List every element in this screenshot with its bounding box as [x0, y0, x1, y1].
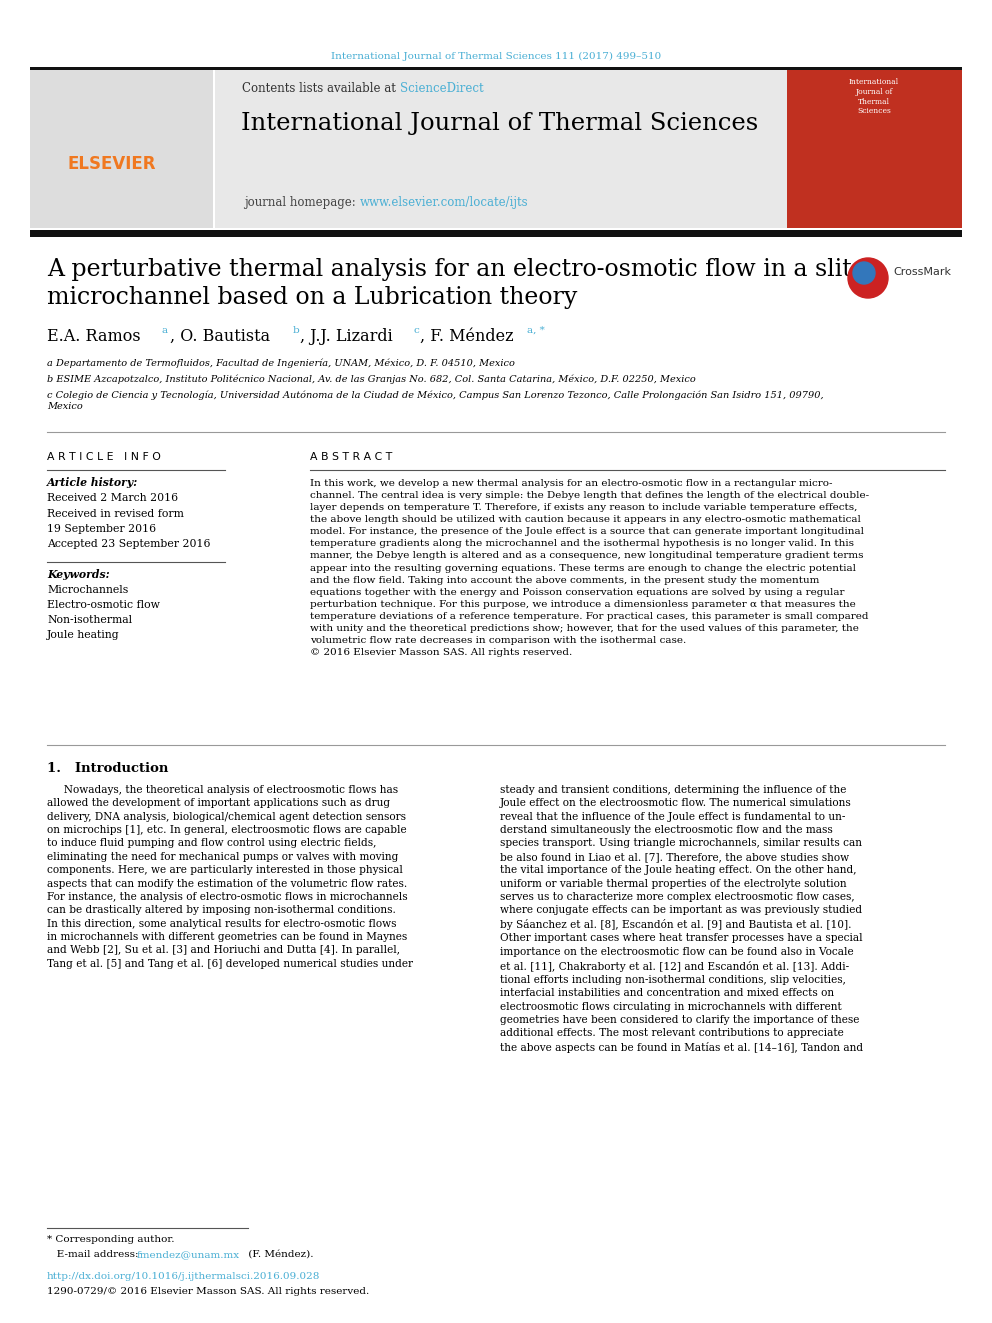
Text: ScienceDirect: ScienceDirect [400, 82, 484, 95]
Text: In this work, we develop a new thermal analysis for an electro-osmotic flow in a: In this work, we develop a new thermal a… [310, 479, 869, 658]
Text: ELSEVIER: ELSEVIER [67, 155, 157, 173]
Text: Nowadays, the theoretical analysis of electroosmotic flows has
allowed the devel: Nowadays, the theoretical analysis of el… [47, 785, 413, 968]
Text: Non-isothermal: Non-isothermal [47, 615, 132, 624]
Text: a Departamento de Termofluidos, Facultad de Ingeniería, UNAM, México, D. F. 0451: a Departamento de Termofluidos, Facultad… [47, 359, 515, 368]
Text: b ESIME Azcapotzalco, Instituto Politécnico Nacional, Av. de las Granjas No. 682: b ESIME Azcapotzalco, Instituto Politécn… [47, 374, 695, 384]
Bar [30, 67, 962, 70]
Text: * Corresponding author.: * Corresponding author. [47, 1234, 175, 1244]
Circle shape [848, 258, 888, 298]
Circle shape [853, 262, 875, 284]
Text: Joule heating: Joule heating [47, 630, 120, 640]
Text: , F. Méndez: , F. Méndez [420, 328, 519, 345]
Text: A B S T R A C T: A B S T R A C T [310, 452, 392, 462]
Text: Received 2 March 2016: Received 2 March 2016 [47, 493, 179, 503]
Text: Electro-osmotic flow: Electro-osmotic flow [47, 601, 160, 610]
Text: a: a [162, 325, 168, 335]
Text: A R T I C L E   I N F O: A R T I C L E I N F O [47, 452, 161, 462]
Text: A perturbative thermal analysis for an electro-osmotic flow in a slit
microchann: A perturbative thermal analysis for an e… [47, 258, 852, 310]
Text: E.A. Ramos: E.A. Ramos [47, 328, 146, 345]
Text: a, *: a, * [527, 325, 545, 335]
Text: c Colegio de Ciencia y Tecnología, Universidad Autónoma de la Ciudad de México, : c Colegio de Ciencia y Tecnología, Unive… [47, 390, 823, 411]
Bar [30, 70, 213, 228]
Text: CrossMark: CrossMark [893, 267, 951, 277]
Text: fmendez@unam.mx: fmendez@unam.mx [137, 1250, 240, 1259]
Text: steady and transient conditions, determining the influence of the
Joule effect o: steady and transient conditions, determi… [500, 785, 863, 1053]
Text: Accepted 23 September 2016: Accepted 23 September 2016 [47, 538, 210, 549]
Text: journal homepage:: journal homepage: [244, 196, 360, 209]
Text: 19 September 2016: 19 September 2016 [47, 524, 156, 534]
Bar [30, 230, 962, 237]
Text: Microchannels: Microchannels [47, 585, 128, 595]
Text: Contents lists available at: Contents lists available at [242, 82, 400, 95]
Bar [215, 70, 787, 228]
Text: E-mail address:: E-mail address: [47, 1250, 142, 1259]
Bar [787, 70, 962, 228]
Text: www.elsevier.com/locate/ijts: www.elsevier.com/locate/ijts [360, 196, 529, 209]
Text: International Journal of Thermal Sciences 111 (2017) 499–510: International Journal of Thermal Science… [331, 52, 661, 61]
Text: 1290-0729/© 2016 Elsevier Masson SAS. All rights reserved.: 1290-0729/© 2016 Elsevier Masson SAS. Al… [47, 1287, 369, 1297]
Text: Article history:: Article history: [47, 478, 138, 488]
Text: , J.J. Lizardi: , J.J. Lizardi [300, 328, 398, 345]
Text: , O. Bautista: , O. Bautista [170, 328, 275, 345]
Text: http://dx.doi.org/10.1016/j.ijthermalsci.2016.09.028: http://dx.doi.org/10.1016/j.ijthermalsci… [47, 1271, 320, 1281]
Text: International Journal of Thermal Sciences: International Journal of Thermal Science… [241, 112, 759, 135]
Text: b: b [293, 325, 300, 335]
Text: c: c [414, 325, 420, 335]
Text: Received in revised form: Received in revised form [47, 509, 184, 519]
Text: (F. Méndez).: (F. Méndez). [245, 1250, 313, 1259]
Text: 1.   Introduction: 1. Introduction [47, 762, 169, 775]
Text: Keywords:: Keywords: [47, 569, 110, 579]
Text: International
Journal of
Thermal
Sciences: International Journal of Thermal Science… [849, 78, 899, 115]
